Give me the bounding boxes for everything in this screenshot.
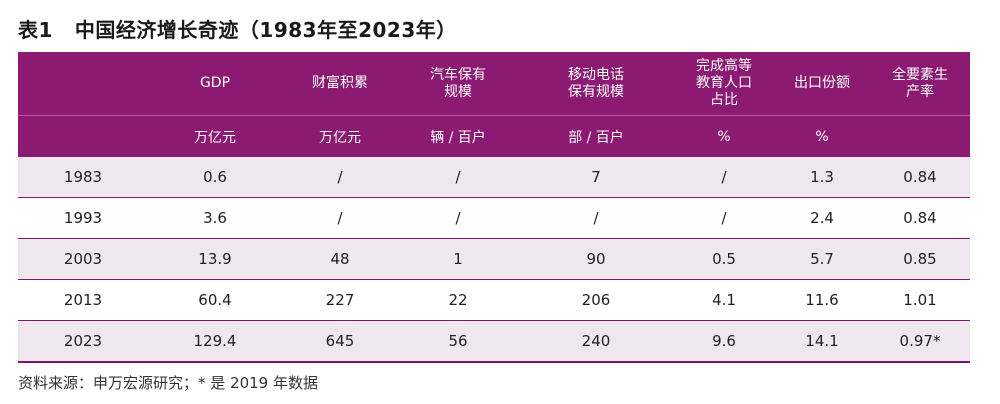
table-cell: 3.6 [148, 197, 282, 239]
unit-cell [870, 115, 970, 157]
table-cell: / [674, 157, 774, 198]
header-cell-mobile: 移动电话 保有规模 [518, 52, 674, 116]
table-cell: 0.85 [870, 238, 970, 280]
table-cell: 645 [282, 320, 398, 363]
table-row: 1983 0.6 / / 7 / 1.3 0.84 [18, 157, 970, 198]
header-cell-export-share: 出口份额 [774, 52, 870, 116]
table-cell: 90 [518, 238, 674, 280]
table-cell: 56 [398, 320, 518, 363]
table-cell: 2.4 [774, 197, 870, 239]
header-row: GDP 财富积累 汽车保有 规模 移动电话 保有规模 完成高等 教育人口 占比 [18, 52, 970, 116]
header-cell-gdp: GDP [148, 52, 282, 116]
unit-cell: % [674, 115, 774, 157]
source-note: 资料来源：申万宏源研究；* 是 2019 年数据 [18, 374, 318, 392]
table-cell: / [398, 157, 518, 198]
table-cell: 1.01 [870, 279, 970, 321]
unit-cell [18, 115, 148, 157]
table-cell: 22 [398, 279, 518, 321]
table-row: 2023 129.4 645 56 240 9.6 14.1 0.97* [18, 320, 970, 363]
table-cell: 5.7 [774, 238, 870, 280]
table-cell: 14.1 [774, 320, 870, 363]
table-cell: / [398, 197, 518, 239]
unit-cell: % [774, 115, 870, 157]
unit-cell: 万亿元 [148, 115, 282, 157]
unit-cell: 万亿元 [282, 115, 398, 157]
table-cell: 129.4 [148, 320, 282, 363]
year-cell: 2003 [18, 238, 148, 280]
header-cell-year [18, 52, 148, 116]
unit-cell: 部 / 百户 [518, 115, 674, 157]
header-cell-higher-education: 完成高等 教育人口 占比 [674, 52, 774, 116]
table-cell: 0.6 [148, 157, 282, 198]
table-cell: 240 [518, 320, 674, 363]
table-cell: 48 [282, 238, 398, 280]
table-cell: 1.3 [774, 157, 870, 198]
table-row: 2013 60.4 227 22 206 4.1 11.6 1.01 [18, 279, 970, 321]
table-cell: 13.9 [148, 238, 282, 280]
header-cell-tfp: 全要素生 产率 [870, 52, 970, 116]
table-cell: 227 [282, 279, 398, 321]
table-number: 表1 [18, 18, 53, 42]
table-cell: / [282, 197, 398, 239]
data-table: GDP 财富积累 汽车保有 规模 移动电话 保有规模 完成高等 教育人口 占比 [18, 52, 970, 363]
year-cell: 1983 [18, 157, 148, 198]
year-cell: 1993 [18, 197, 148, 239]
table-cell: 60.4 [148, 279, 282, 321]
table-cell: 0.84 [870, 197, 970, 239]
unit-cell: 辆 / 百户 [398, 115, 518, 157]
table-cell: 206 [518, 279, 674, 321]
table-cell: 9.6 [674, 320, 774, 363]
table-row: 1993 3.6 / / / / 2.4 0.84 [18, 197, 970, 239]
table-cell: / [674, 197, 774, 239]
header-cell-cars: 汽车保有 规模 [398, 52, 518, 116]
table-title-text: 中国经济增长奇迹（1983年至2023年） [74, 18, 457, 42]
table-cell: 4.1 [674, 279, 774, 321]
table-cell: 0.97* [870, 320, 970, 363]
year-cell: 2013 [18, 279, 148, 321]
table-cell: / [518, 197, 674, 239]
table-cell: 0.84 [870, 157, 970, 198]
table-cell: 7 [518, 157, 674, 198]
table-row: 2003 13.9 48 1 90 0.5 5.7 0.85 [18, 238, 970, 280]
year-cell: 2023 [18, 320, 148, 363]
table-cell: / [282, 157, 398, 198]
header-cell-wealth: 财富积累 [282, 52, 398, 116]
table-cell: 11.6 [774, 279, 870, 321]
table-title: 表1 中国经济增长奇迹（1983年至2023年） [18, 14, 457, 43]
table-cell: 0.5 [674, 238, 774, 280]
table-cell: 1 [398, 238, 518, 280]
data-table-container: GDP 财富积累 汽车保有 规模 移动电话 保有规模 完成高等 教育人口 占比 [18, 52, 970, 363]
units-row: 万亿元 万亿元 辆 / 百户 部 / 百户 % % [18, 115, 970, 157]
